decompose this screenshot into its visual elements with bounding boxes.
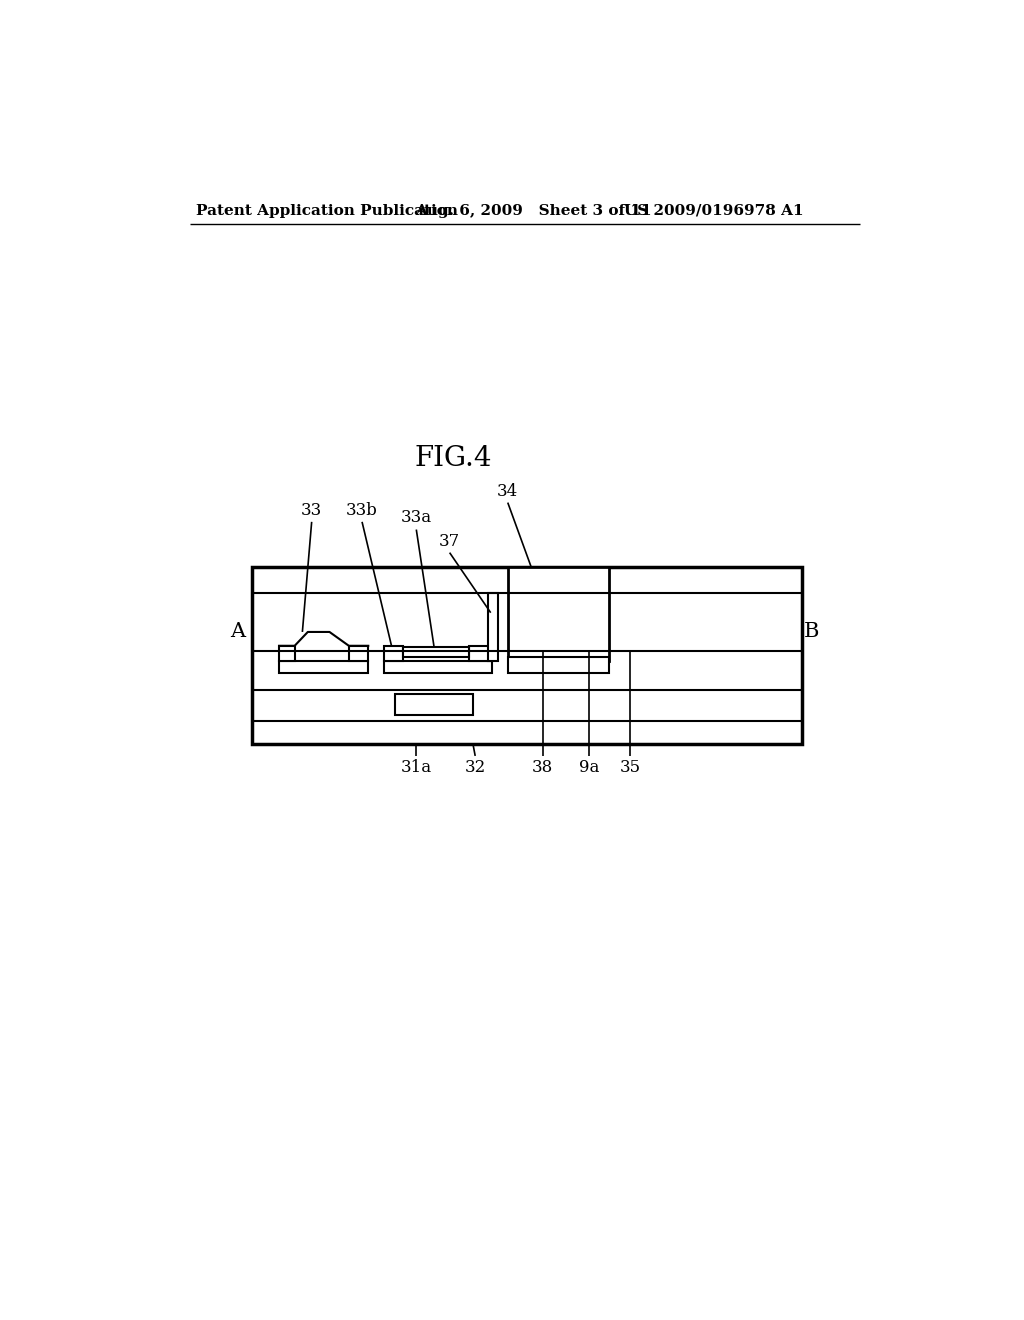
Bar xyxy=(469,645,490,661)
Text: 32: 32 xyxy=(465,759,485,776)
Text: FIG.4: FIG.4 xyxy=(415,445,493,473)
Text: 31a: 31a xyxy=(400,759,432,776)
Text: US 2009/0196978 A1: US 2009/0196978 A1 xyxy=(624,203,804,218)
Bar xyxy=(384,661,493,673)
Bar xyxy=(252,689,802,721)
Text: 33: 33 xyxy=(301,502,323,519)
Text: 9a: 9a xyxy=(579,759,599,776)
Bar xyxy=(384,645,403,661)
Text: 37: 37 xyxy=(439,532,460,549)
Bar xyxy=(395,693,473,715)
Text: 34: 34 xyxy=(497,483,518,499)
Bar xyxy=(349,645,369,661)
Bar xyxy=(252,566,802,743)
Text: B: B xyxy=(804,623,819,642)
Text: 38: 38 xyxy=(532,759,553,776)
Bar xyxy=(508,657,608,673)
Bar xyxy=(252,566,802,594)
Text: Aug. 6, 2009   Sheet 3 of 11: Aug. 6, 2009 Sheet 3 of 11 xyxy=(415,203,651,218)
Bar xyxy=(280,645,295,661)
Bar xyxy=(488,594,499,661)
Text: Patent Application Publication: Patent Application Publication xyxy=(197,203,458,218)
Text: A: A xyxy=(230,623,246,642)
Bar xyxy=(403,647,469,657)
Text: 33b: 33b xyxy=(346,502,378,519)
Text: 35: 35 xyxy=(620,759,641,776)
Text: 33a: 33a xyxy=(400,510,432,527)
Bar xyxy=(280,661,369,673)
Bar xyxy=(508,566,608,661)
